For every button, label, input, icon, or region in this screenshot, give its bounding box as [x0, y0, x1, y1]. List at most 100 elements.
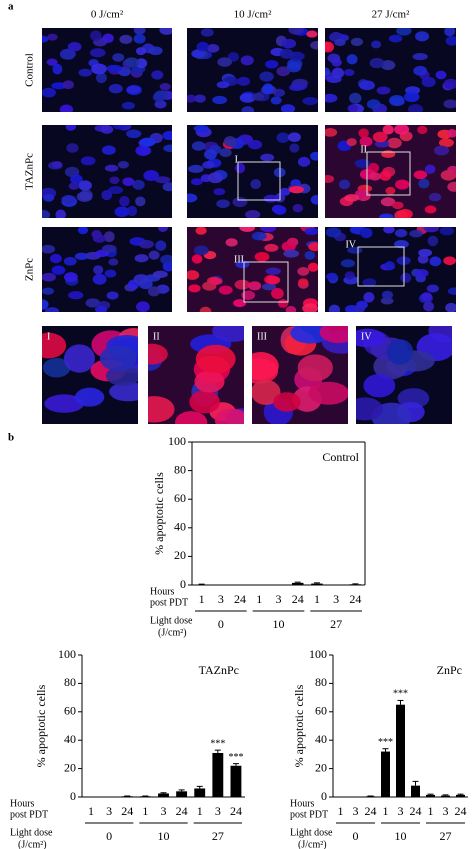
nucleus: [389, 94, 405, 106]
nucleus: [195, 227, 207, 235]
nucleus: [428, 192, 442, 202]
nucleus: [439, 227, 454, 236]
micrograph: [325, 28, 456, 112]
x-tick-label: 3: [218, 592, 224, 606]
significance: ***: [210, 738, 225, 749]
nucleus: [212, 95, 228, 105]
nucleus: [371, 40, 382, 49]
nucleus: [359, 136, 373, 147]
nucleus: [288, 186, 305, 194]
nucleus: [331, 67, 345, 79]
error-bar: [412, 780, 419, 786]
bar: [411, 785, 420, 797]
nucleus: [216, 199, 230, 209]
nucleus: [188, 164, 204, 173]
nucleus: [381, 150, 396, 158]
row-label: Hours: [290, 798, 315, 809]
nucleus: [42, 35, 49, 43]
nucleus: [106, 64, 123, 73]
y-tick-label: 80: [174, 462, 186, 476]
x-tick-label: 24: [230, 804, 242, 818]
region-box: [357, 246, 405, 287]
bar: [366, 796, 375, 797]
nucleus: [443, 256, 456, 266]
nucleus: [325, 128, 338, 137]
row-label: post PDT: [10, 809, 48, 820]
error-bar: [457, 793, 464, 795]
nucleus: [106, 291, 119, 300]
y-tick-label: 0: [180, 577, 186, 591]
micrograph: [187, 28, 318, 112]
nucleus: [394, 125, 410, 135]
nucleus: [52, 63, 63, 75]
x-tick-label: 1: [88, 804, 94, 818]
x-tick-label: 1: [338, 804, 344, 818]
nucleus: [386, 339, 414, 365]
nucleus: [415, 31, 430, 42]
nucleus: [63, 256, 77, 266]
nucleus: [433, 145, 450, 156]
error-bar: [214, 749, 221, 753]
nucleus: [105, 365, 138, 386]
chart-title: Control: [322, 450, 359, 464]
bar: [396, 704, 405, 797]
nucleus: [135, 196, 146, 207]
nucleus: [327, 53, 341, 63]
y-axis-label: % apoptotic cells: [34, 684, 48, 767]
nucleus: [270, 96, 282, 105]
group-label: 0: [218, 617, 224, 631]
group-label: 10: [158, 829, 170, 843]
nucleus: [304, 250, 316, 260]
region-label: II: [360, 144, 367, 155]
nucleus: [93, 265, 104, 275]
region-label: IV: [345, 239, 356, 250]
nucleus: [126, 85, 141, 94]
nucleus: [369, 57, 385, 69]
nucleus: [133, 28, 146, 35]
nucleus: [262, 83, 274, 94]
nucleus: [347, 246, 363, 254]
nucleus: [42, 209, 51, 218]
nucleus: [306, 30, 318, 38]
nucleus: [366, 99, 381, 110]
nucleus: [89, 48, 106, 58]
nucleus: [350, 37, 364, 47]
nucleus: [112, 53, 125, 62]
nucleus: [359, 80, 375, 91]
bar: [121, 796, 133, 797]
x-tick-label: 24: [410, 804, 422, 818]
nucleus: [266, 275, 281, 285]
region-label: I: [235, 154, 238, 165]
nucleus: [338, 179, 350, 190]
region-label: III: [234, 254, 244, 265]
nucleus: [281, 241, 296, 252]
error-bar: [313, 582, 320, 584]
nucleus: [199, 306, 212, 312]
nucleus: [139, 137, 156, 147]
micrograph: [42, 227, 172, 312]
bar: [212, 752, 224, 797]
nucleus: [344, 194, 360, 202]
nucleus: [126, 129, 142, 139]
nucleus: [304, 227, 318, 236]
panel-label: b: [8, 432, 14, 444]
group-label: 27: [440, 829, 452, 843]
nucleus: [99, 345, 137, 372]
nucleus: [187, 193, 198, 203]
nucleus: [271, 288, 284, 300]
nucleus: [310, 40, 318, 50]
micrograph: [42, 125, 172, 218]
zoom-label: II: [153, 331, 160, 342]
nucleus: [159, 83, 171, 91]
nucleus: [445, 36, 456, 46]
nucleus: [386, 137, 402, 149]
nucleus: [325, 41, 335, 53]
nucleus: [74, 387, 105, 407]
nucleus: [334, 38, 346, 47]
nucleus: [285, 306, 297, 312]
x-tick-label: 24: [292, 592, 304, 606]
nucleus: [108, 186, 124, 194]
nucleus: [380, 297, 394, 305]
nucleus: [133, 274, 149, 284]
nucleus: [418, 178, 430, 189]
